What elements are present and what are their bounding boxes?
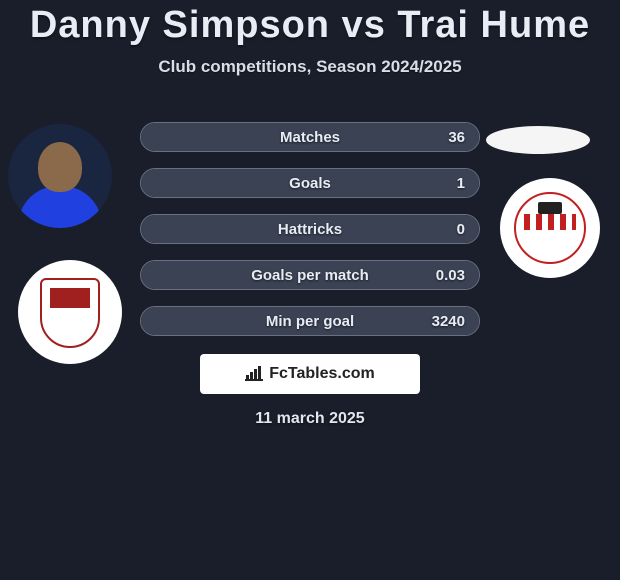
stat-value: 0 — [457, 221, 465, 238]
source-logo-text: FcTables.com — [269, 365, 375, 383]
bar-chart-icon — [245, 367, 263, 381]
player2-club-crest — [500, 178, 600, 278]
stat-label: Matches — [280, 129, 340, 146]
stat-label: Hattricks — [278, 221, 342, 238]
stat-value: 1 — [457, 175, 465, 192]
comparison-subtitle: Club competitions, Season 2024/2025 — [0, 57, 620, 77]
stat-row: Goals 1 — [140, 168, 480, 198]
player1-club-crest — [18, 260, 122, 364]
comparison-date: 11 march 2025 — [0, 410, 620, 428]
stat-label: Goals per match — [251, 267, 369, 284]
comparison-title: Danny Simpson vs Trai Hume — [0, 0, 620, 47]
stat-row: Goals per match 0.03 — [140, 260, 480, 290]
stat-row: Matches 36 — [140, 122, 480, 152]
source-logo: FcTables.com — [200, 354, 420, 394]
stats-container: Matches 36 Goals 1 Hattricks 0 Goals per match… — [140, 122, 480, 352]
stat-label: Min per goal — [266, 313, 354, 330]
stat-value: 0.03 — [436, 267, 465, 284]
stat-row: Min per goal 3240 — [140, 306, 480, 336]
player1-avatar — [8, 124, 112, 228]
stat-value: 3240 — [432, 313, 465, 330]
stat-value: 36 — [448, 129, 465, 146]
stat-row: Hattricks 0 — [140, 214, 480, 244]
player2-avatar-placeholder — [486, 126, 590, 154]
stat-label: Goals — [289, 175, 331, 192]
